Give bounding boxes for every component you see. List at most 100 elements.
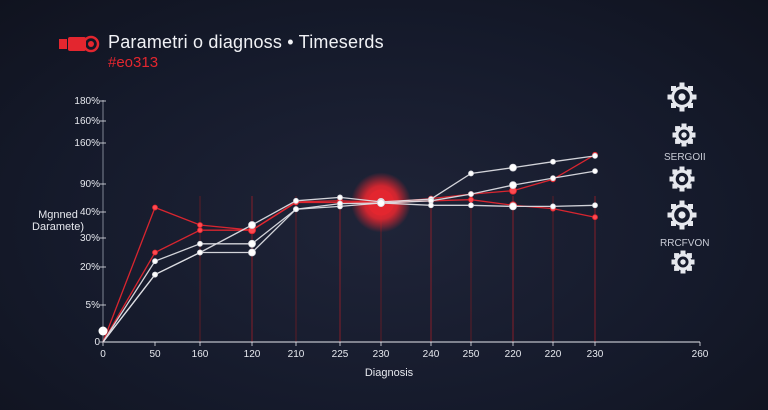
data-point: [592, 214, 598, 221]
gear-tooth: [675, 138, 681, 144]
gear-icon: [671, 250, 695, 274]
data-point: [197, 240, 203, 247]
gear-tooth: [688, 204, 693, 209]
data-point: [509, 181, 517, 190]
series-line: [102, 154, 596, 343]
series-line: [102, 199, 596, 343]
side-label: SERGOII: [664, 152, 706, 163]
y-tick-label: 160%: [74, 116, 100, 127]
data-point: [293, 197, 299, 204]
gear-icon: [667, 82, 697, 112]
gear-tooth: [690, 132, 696, 138]
gear-tooth: [679, 186, 685, 192]
gear-tooth: [675, 126, 681, 132]
gear-ring: [672, 169, 692, 189]
x-tick-label: 0: [100, 349, 106, 360]
y-tick-label: 40%: [80, 207, 100, 218]
gear-tooth: [691, 212, 697, 218]
data-point: [468, 191, 474, 197]
x-tick-label: 225: [332, 349, 349, 360]
gear-tooth: [686, 169, 692, 175]
x-axis-label: Diagnosis: [365, 367, 414, 379]
data-point: [197, 249, 203, 256]
gear-tooth: [669, 176, 675, 182]
gear-tooth: [687, 138, 693, 144]
data-point: [248, 221, 256, 229]
camera-icon: [59, 35, 100, 53]
y-tick-label: 180%: [74, 96, 100, 107]
gear-hub: [681, 132, 687, 138]
y-tick-label: 20%: [80, 262, 100, 273]
y-tick-label: 160%: [74, 138, 100, 149]
data-point: [197, 222, 203, 228]
data-point: [592, 168, 598, 175]
gear-ring: [675, 126, 693, 144]
gear-tooth: [679, 106, 685, 112]
y-tick-label: 30%: [80, 233, 100, 244]
gear-tooth: [671, 259, 677, 265]
gear-tooth: [686, 253, 692, 259]
gear-tooth: [679, 82, 685, 88]
gear-tooth: [680, 268, 686, 274]
gear-tooth: [681, 123, 687, 129]
gear-tooth: [667, 212, 673, 218]
data-point: [197, 227, 203, 234]
x-tick-label: 230: [373, 349, 390, 360]
data-point: [293, 206, 299, 213]
data-point: [509, 163, 517, 172]
gear-ring: [671, 204, 693, 226]
gear-tooth: [671, 86, 676, 91]
y-tick-label: 5%: [86, 300, 101, 311]
data-point: [377, 199, 385, 207]
gear-tooth: [674, 265, 680, 271]
series-line: [102, 202, 596, 343]
gear-tooth: [688, 103, 693, 108]
data-point: [248, 239, 256, 248]
gear-icon: [667, 200, 697, 230]
x-tick-label: 260: [692, 349, 709, 360]
gear-tooth: [674, 253, 680, 259]
gear-tooth: [671, 221, 676, 226]
data-point: [248, 248, 256, 257]
gear-tooth: [671, 103, 676, 108]
series-line: [102, 170, 596, 343]
data-point: [152, 258, 158, 265]
data-point: [592, 152, 598, 159]
data-point: [152, 271, 158, 278]
chart-title: Parametri o diagnoss • Timeserds: [108, 32, 384, 52]
gear-tooth: [672, 169, 678, 175]
chart-subtitle: #eo313: [108, 54, 159, 71]
side-label: RRCFVON: [660, 238, 709, 249]
x-tick-label: 160: [192, 349, 209, 360]
y-axis-label: Mgnned Daramete): [32, 209, 84, 233]
x-tick-label: 250: [463, 349, 480, 360]
gear-tooth: [681, 141, 687, 147]
data-point: [152, 249, 158, 256]
gear-hub: [678, 93, 686, 101]
x-tick-label: 220: [505, 349, 522, 360]
gear-tooth: [679, 166, 685, 172]
gear-tooth: [671, 204, 676, 209]
origin-point: [98, 326, 108, 336]
gear-hub: [680, 259, 686, 265]
data-point: [468, 170, 474, 177]
data-point: [468, 202, 474, 209]
data-point: [468, 196, 474, 203]
gear-tooth: [689, 176, 695, 182]
gear-tooth: [689, 259, 695, 265]
data-point: [337, 200, 343, 207]
gear-tooth: [686, 183, 692, 189]
x-tick-label: 50: [149, 349, 161, 360]
gear-tooth: [688, 221, 693, 226]
gear-tooth: [691, 94, 697, 100]
gear-icon: [669, 166, 695, 192]
y-tick-label: 0: [94, 337, 100, 348]
data-point: [592, 202, 598, 209]
data-point: [550, 175, 556, 182]
gear-tooth: [679, 200, 685, 206]
x-tick-label: 120: [244, 349, 261, 360]
gear-tooth: [680, 250, 686, 256]
x-tick-label: 230: [587, 349, 604, 360]
gear-tooth: [672, 183, 678, 189]
